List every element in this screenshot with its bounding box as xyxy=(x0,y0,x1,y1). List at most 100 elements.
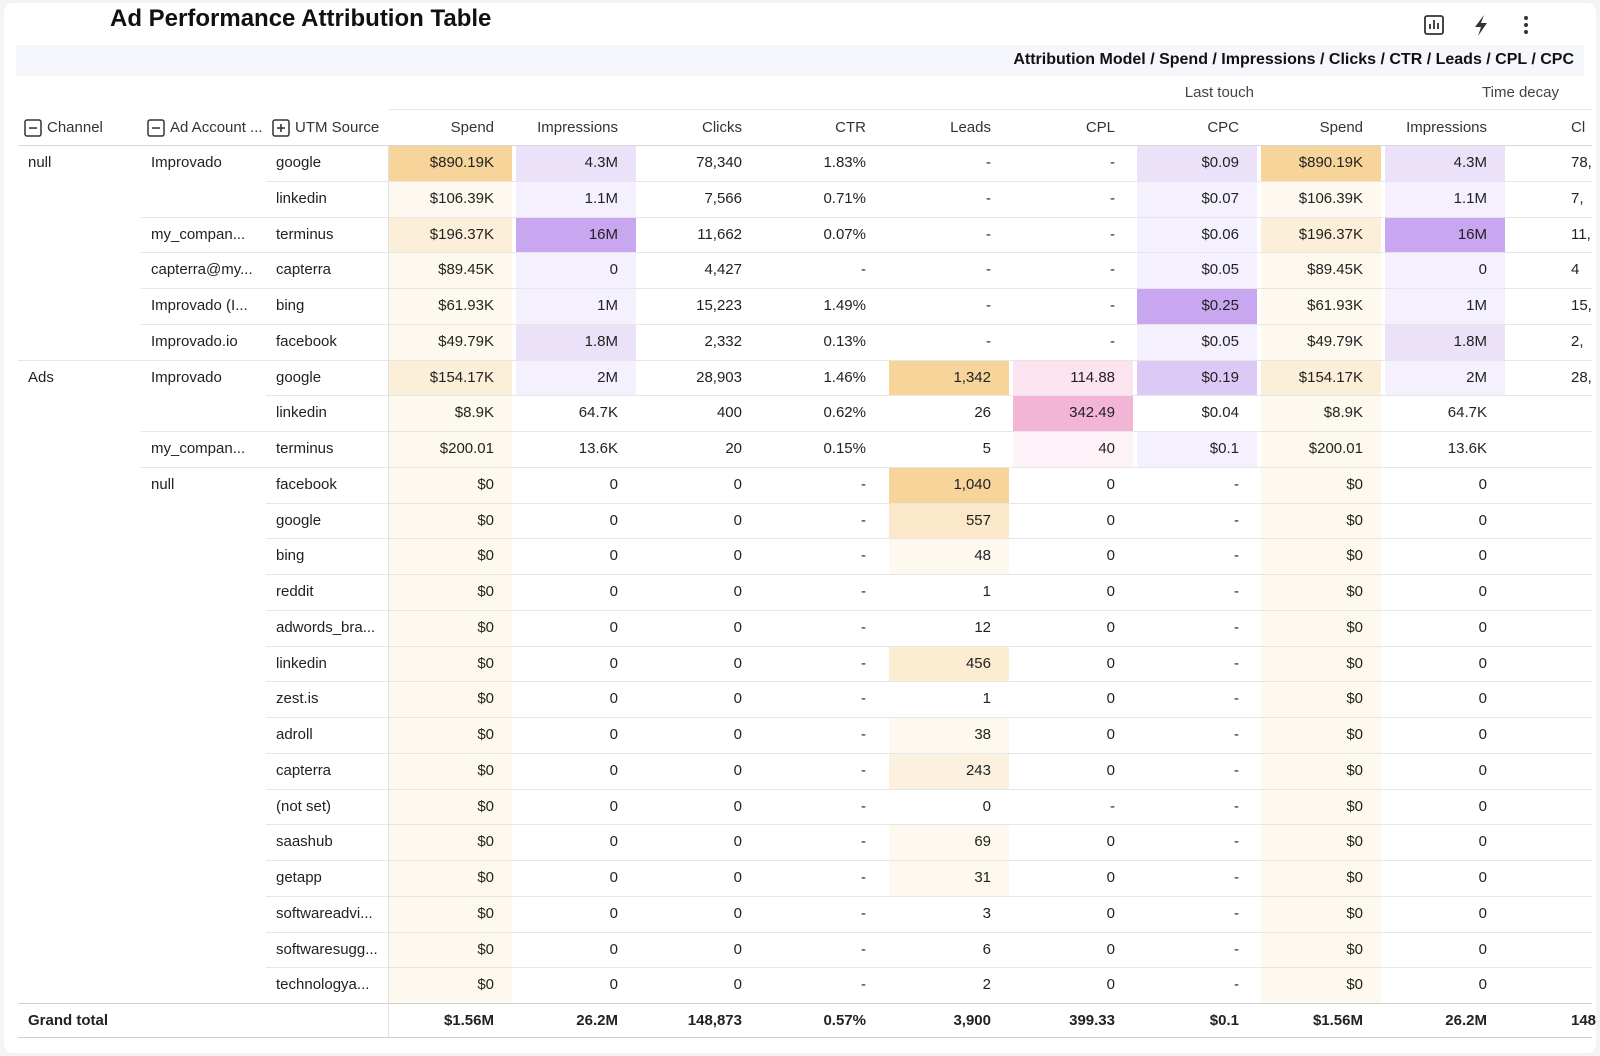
utm-source: terminus xyxy=(276,440,334,457)
cell: $0 xyxy=(1261,682,1381,717)
cell: $0.04 xyxy=(1137,396,1257,431)
column-header: Channel xyxy=(47,119,103,136)
cell: 0 xyxy=(1385,932,1505,968)
more-icon[interactable] xyxy=(1524,16,1528,34)
cell xyxy=(1509,789,1592,825)
cell: 0 xyxy=(640,861,760,896)
row-divider xyxy=(266,895,1592,897)
cell xyxy=(1509,539,1592,574)
cell: $0 xyxy=(1261,575,1381,610)
cell: - xyxy=(1137,968,1257,1003)
cell: 0 xyxy=(1013,467,1133,503)
cell: 0 xyxy=(516,503,636,539)
cell: 243 xyxy=(889,753,1009,789)
cell: 40 xyxy=(1013,432,1133,467)
row-divider xyxy=(141,323,1592,325)
cell-text: 2, xyxy=(1571,332,1584,350)
cell: 0 xyxy=(1013,575,1133,610)
utm-source: adroll xyxy=(276,726,313,743)
cell: - xyxy=(1137,861,1257,896)
chart-icon[interactable] xyxy=(1424,15,1444,35)
cell: $0 xyxy=(1261,718,1381,753)
cell: - xyxy=(1137,575,1257,610)
cell: 26.2M xyxy=(1385,1004,1505,1039)
cell: - xyxy=(764,932,884,968)
cell: 0 xyxy=(516,646,636,682)
utm-source: facebook xyxy=(276,332,337,350)
cell: - xyxy=(764,789,884,825)
divider xyxy=(18,1003,1592,1004)
cell: 0 xyxy=(516,575,636,610)
cell: $0 xyxy=(389,861,512,896)
cell: 16M xyxy=(1385,217,1505,253)
cell: 0 xyxy=(516,968,636,1003)
cell xyxy=(1509,324,1592,360)
cell: 1.46% xyxy=(764,360,884,396)
column-header: Leads xyxy=(950,119,991,136)
collapse-icon[interactable] xyxy=(24,119,42,137)
cell: $0 xyxy=(1261,610,1381,646)
cell: 28,903 xyxy=(640,360,760,396)
utm-source: google xyxy=(276,154,322,171)
cell: 1.49% xyxy=(764,289,884,324)
cell: $0 xyxy=(389,610,512,646)
cell: $0 xyxy=(1261,646,1381,682)
cell: - xyxy=(1013,181,1133,217)
bolt-icon[interactable] xyxy=(1475,15,1487,36)
utm-source: softwareadvi... xyxy=(276,904,373,922)
cell xyxy=(1509,432,1592,467)
row-divider xyxy=(266,609,1592,611)
cell: 13.6K xyxy=(516,432,636,467)
cell: $0 xyxy=(1261,753,1381,789)
cell: 0 xyxy=(640,682,760,717)
cell: 0.62% xyxy=(764,396,884,431)
cell: - xyxy=(764,861,884,896)
collapse-icon[interactable] xyxy=(147,119,165,137)
cell: 0.57% xyxy=(764,1004,884,1039)
utm-source: facebook xyxy=(276,475,337,493)
utm-source: linkedin xyxy=(276,404,327,422)
cell: 0 xyxy=(1013,503,1133,539)
cell: 0 xyxy=(1013,932,1133,968)
row-divider xyxy=(266,395,1592,397)
cell: 0 xyxy=(516,753,636,789)
cell: 16M xyxy=(516,217,636,253)
cell: 2M xyxy=(1385,360,1505,396)
cell: $0 xyxy=(389,896,512,932)
expand-icon[interactable] xyxy=(272,119,290,137)
cell: $0.25 xyxy=(1137,289,1257,324)
cell xyxy=(1509,861,1592,896)
cell: 0 xyxy=(516,861,636,896)
cell: $0 xyxy=(1261,467,1381,503)
cell: 3 xyxy=(889,896,1009,932)
ad-account: null xyxy=(151,475,175,493)
cell: - xyxy=(764,610,884,646)
cell-text: 7, xyxy=(1571,189,1584,207)
row-divider xyxy=(266,574,1592,575)
cell xyxy=(1509,610,1592,646)
cell: - xyxy=(1137,646,1257,682)
cell: 0 xyxy=(640,646,760,682)
cell: - xyxy=(764,503,884,539)
ad-account: capterra@my... xyxy=(151,261,253,279)
cell: $0.07 xyxy=(1137,181,1257,217)
cell: - xyxy=(1013,789,1133,825)
utm-source: technologya... xyxy=(276,976,370,994)
cell: 1M xyxy=(516,289,636,324)
cell: 0 xyxy=(1385,503,1505,539)
cell xyxy=(1509,217,1592,253)
cell: $49.79K xyxy=(389,324,512,360)
cell: 0 xyxy=(516,539,636,574)
cell: - xyxy=(1137,896,1257,932)
cell: 0 xyxy=(516,467,636,503)
cell: - xyxy=(764,253,884,288)
cell: $8.9K xyxy=(1261,396,1381,431)
cell: 0 xyxy=(640,467,760,503)
cell: $0.19 xyxy=(1137,360,1257,396)
cell: $0 xyxy=(389,932,512,968)
column-header: CPC xyxy=(1207,119,1239,136)
cell xyxy=(1509,253,1592,288)
cell: - xyxy=(889,217,1009,253)
cell: $0 xyxy=(1261,539,1381,574)
